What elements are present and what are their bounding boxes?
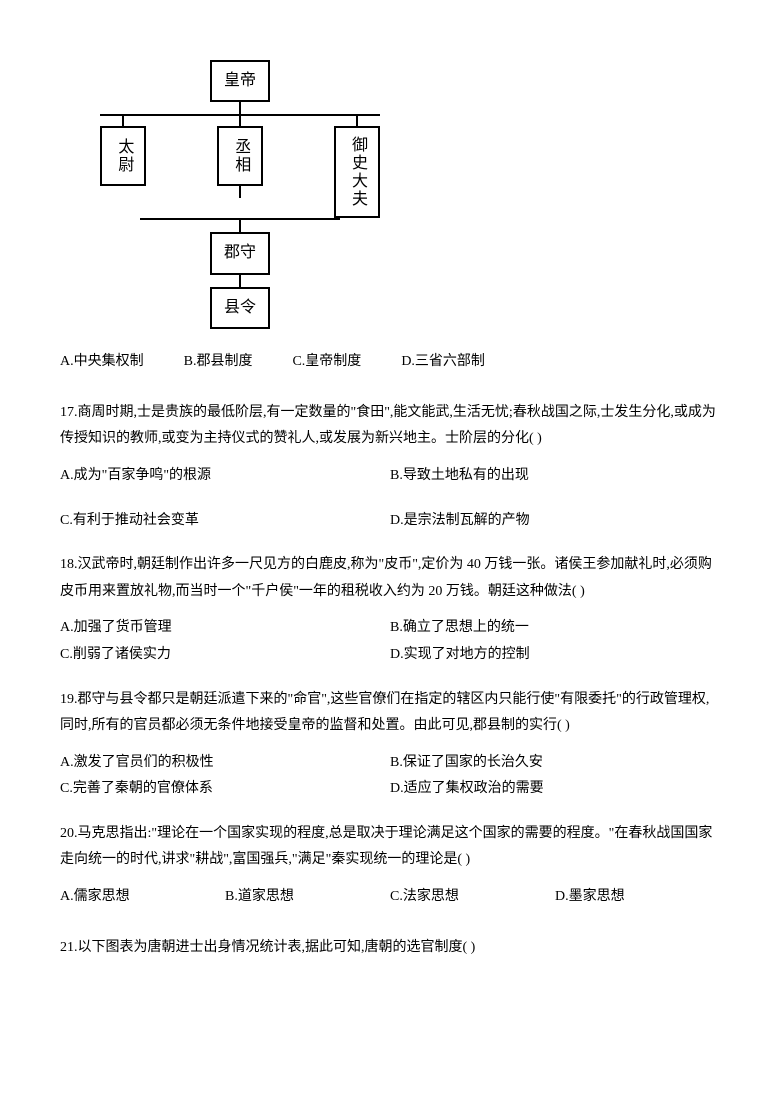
- q20-text: 20.马克思指出:"理论在一个国家实现的程度,总是取决于理论满足这个国家的需要的…: [60, 821, 720, 874]
- option-d: D.实现了对地方的控制: [390, 642, 720, 669]
- option-c: C.完善了秦朝的官僚体系: [60, 776, 390, 803]
- option-a: A.成为"百家争鸣"的根源: [60, 463, 390, 490]
- connector: [239, 220, 241, 232]
- option-b: B.导致土地私有的出现: [390, 463, 720, 490]
- option-b: B.道家思想: [225, 884, 390, 911]
- diagram-box-chengxiang: 丞相: [217, 126, 263, 186]
- hierarchy-diagram: 皇帝 太尉 丞相 御史大夫 郡守 县令: [100, 60, 380, 329]
- connector: [239, 275, 241, 287]
- option-c: C.皇帝制度: [292, 349, 361, 376]
- option-d: D.墨家思想: [555, 884, 720, 911]
- diagram-box-junshou: 郡守: [210, 232, 270, 274]
- connector: [239, 102, 241, 114]
- q19-text: 19.郡守与县令都只是朝廷派遣下来的"命官",这些官僚们在指定的辖区内只能行使"…: [60, 687, 720, 740]
- q16-options: A.中央集权制 B.郡县制度 C.皇帝制度 D.三省六部制: [60, 349, 720, 376]
- option-c: C.削弱了诸侯实力: [60, 642, 390, 669]
- question-17: 17.商周时期,士是贵族的最低阶层,有一定数量的"食田",能文能武,生活无忧;春…: [60, 400, 720, 534]
- question-21: 21.以下图表为唐朝进士出身情况统计表,据此可知,唐朝的选官制度( ): [60, 935, 720, 962]
- question-18: 18.汉武帝时,朝廷制作出许多一尺见方的白鹿皮,称为"皮币",定价为 40 万钱…: [60, 552, 720, 668]
- option-c: C.法家思想: [390, 884, 555, 911]
- option-d: D.三省六部制: [401, 349, 485, 376]
- question-19: 19.郡守与县令都只是朝廷派遣下来的"命官",这些官僚们在指定的辖区内只能行使"…: [60, 687, 720, 803]
- option-b: B.郡县制度: [184, 349, 253, 376]
- question-20: 20.马克思指出:"理论在一个国家实现的程度,总是取决于理论满足这个国家的需要的…: [60, 821, 720, 911]
- q17-text: 17.商周时期,士是贵族的最低阶层,有一定数量的"食田",能文能武,生活无忧;春…: [60, 400, 720, 453]
- q18-text: 18.汉武帝时,朝廷制作出许多一尺见方的白鹿皮,称为"皮币",定价为 40 万钱…: [60, 552, 720, 605]
- diagram-row-3: 太尉 丞相 御史大夫: [100, 116, 380, 218]
- option-a: A.中央集权制: [60, 349, 144, 376]
- q21-text: 21.以下图表为唐朝进士出身情况统计表,据此可知,唐朝的选官制度( ): [60, 935, 720, 962]
- diagram-box-yushi: 御史大夫: [334, 126, 380, 218]
- diagram-box-emperor: 皇帝: [210, 60, 270, 102]
- diagram-box-taiwei: 太尉: [100, 126, 146, 186]
- option-d: D.适应了集权政治的需要: [390, 776, 720, 803]
- option-b: B.确立了思想上的统一: [390, 615, 720, 642]
- option-a: A.儒家思想: [60, 884, 225, 911]
- option-a: A.加强了货币管理: [60, 615, 390, 642]
- option-a: A.激发了官员们的积极性: [60, 750, 390, 777]
- option-b: B.保证了国家的长治久安: [390, 750, 720, 777]
- option-c: C.有利于推动社会变革: [60, 508, 390, 535]
- diagram-box-xianling: 县令: [210, 287, 270, 329]
- option-d: D.是宗法制瓦解的产物: [390, 508, 720, 535]
